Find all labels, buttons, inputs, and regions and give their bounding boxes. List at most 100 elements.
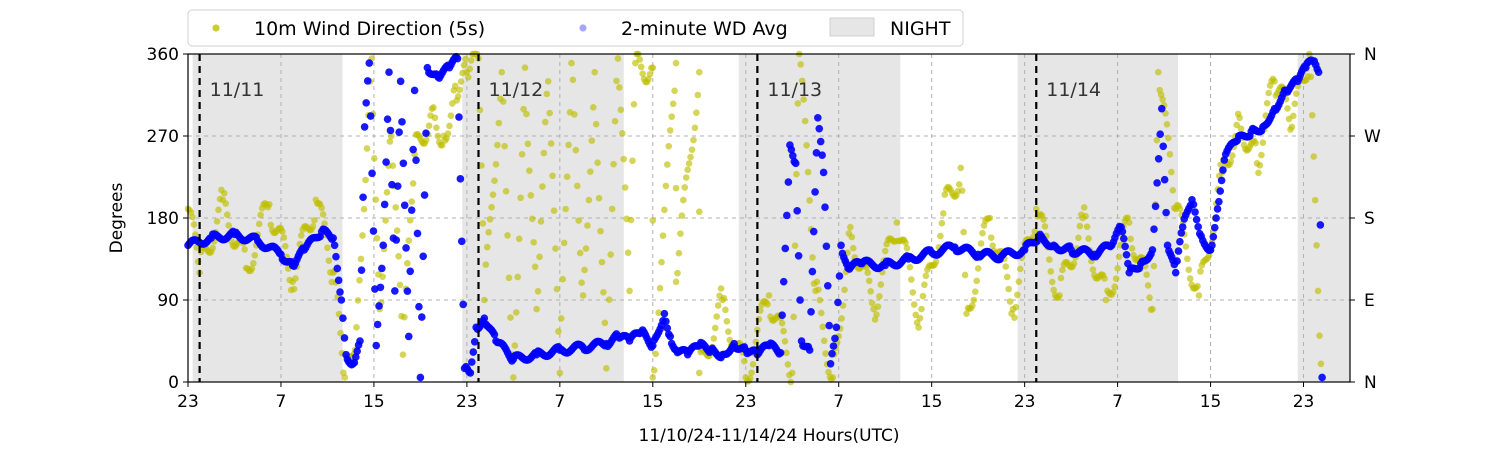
data-point [659,232,667,239]
data-point [1112,275,1120,282]
data-point [801,117,809,125]
data-point [1308,111,1316,119]
data-point [499,98,507,105]
data-point [1083,223,1091,230]
data-point [749,361,757,368]
data-point [617,106,625,114]
data-point [363,145,371,152]
data-point [779,277,788,286]
data-point [834,298,842,307]
data-point [1101,275,1108,282]
legend-box [187,9,964,47]
data-point [597,227,604,235]
data-point [330,241,339,250]
data-point [419,252,427,261]
data-point [543,90,551,98]
data-point [681,184,689,191]
data-point [823,281,832,290]
data-point [325,257,333,264]
data-point [520,105,527,113]
data-point [410,86,419,95]
data-point [391,287,399,295]
data-point [1219,166,1227,174]
data-point [973,277,981,285]
data-point [1236,114,1243,122]
data-point [620,155,628,163]
data-point [470,337,479,346]
data-point [1311,196,1319,204]
data-point [977,240,985,247]
data-point [434,132,442,140]
data-point [723,318,731,325]
data-point [457,237,466,246]
data-point [482,261,490,268]
data-point [955,181,963,188]
data-point [573,182,581,190]
data-point [695,369,703,377]
data-point [1216,187,1225,195]
data-point [780,327,787,335]
y2-tick-label-4: N [1364,45,1377,65]
data-point [867,288,874,295]
data-point [710,335,718,342]
data-point [1146,294,1153,301]
data-point [510,374,517,381]
data-point [764,300,771,308]
data-point [369,227,378,235]
data-point [813,278,821,286]
data-point [958,187,966,194]
data-point [754,326,761,334]
y2-tick-label-2: S [1364,209,1375,229]
data-point [319,211,327,218]
data-point [594,159,601,166]
data-point [790,313,797,321]
data-point [591,68,598,76]
data-point [460,61,468,69]
data-point [372,341,381,350]
data-point [815,124,824,133]
data-point [666,332,675,341]
data-point [818,151,826,159]
data-point [746,375,754,382]
data-point [221,189,228,197]
data-point [693,109,700,116]
data-point [826,359,835,368]
data-point [1150,262,1158,270]
data-point [451,82,459,90]
data-point [1159,96,1166,103]
data-point [255,220,263,228]
data-point [572,146,580,154]
data-point [1075,234,1082,242]
data-point [1252,139,1259,147]
data-point [819,323,827,331]
data-point [383,115,392,123]
data-point [401,313,408,321]
data-point [1233,121,1241,129]
data-point [672,184,680,192]
data-point [431,114,439,122]
data-point [672,59,680,67]
data-point [595,194,603,202]
data-point [382,217,389,224]
data-point [550,207,558,215]
data-point [380,200,389,209]
data-point [1189,200,1198,209]
data-point [225,222,232,229]
data-point [918,305,925,313]
data-point [454,92,462,100]
data-point [680,196,687,204]
data-point [789,151,797,160]
data-point [517,194,524,202]
data-point [409,180,417,187]
legend-label-1: 2-minute WD Avg [621,18,788,40]
data-point [849,244,857,252]
data-point [874,303,882,310]
data-point [678,212,686,219]
data-point [360,123,369,131]
data-point [1080,204,1088,211]
data-point [690,136,697,144]
data-point [531,263,539,271]
data-point [1220,156,1229,164]
data-point [1178,223,1187,231]
